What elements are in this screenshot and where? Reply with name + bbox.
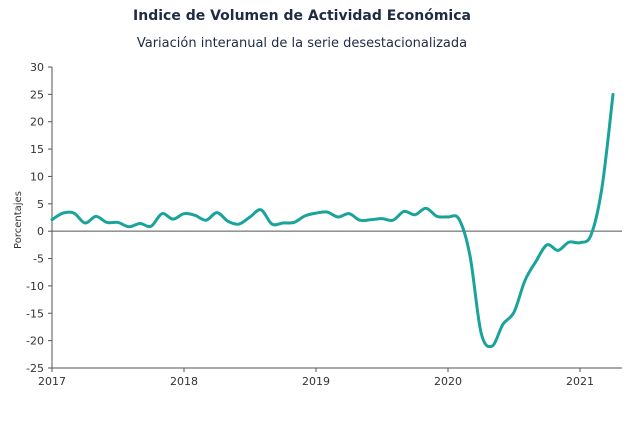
y-tick-label: 30: [30, 61, 44, 74]
data-point: [106, 221, 108, 223]
y-tick-labels: 30 25 20 15 10 5 0 -5 -10 -15 -20 -25: [26, 61, 52, 375]
data-point: [458, 218, 460, 220]
data-point: [337, 216, 339, 218]
data-point: [227, 220, 229, 222]
series-group: [50, 92, 615, 349]
data-point: [51, 218, 53, 220]
data-point: [62, 212, 64, 214]
y-tick-label: -10: [26, 280, 44, 293]
chart-subtitle: Variación interanual de la serie desesta…: [136, 36, 468, 51]
x-tick-label: 2019: [302, 375, 330, 388]
data-point: [568, 241, 570, 243]
data-point: [260, 209, 262, 211]
data-point: [381, 217, 383, 219]
y-tick-label: 15: [30, 143, 44, 156]
data-point: [557, 249, 559, 251]
data-point: [601, 186, 603, 188]
data-point: [370, 218, 372, 220]
data-point: [612, 93, 614, 95]
data-point: [282, 222, 284, 224]
data-point: [315, 212, 317, 214]
data-point: [469, 255, 471, 257]
data-point: [414, 214, 416, 216]
x-tick-label: 2020: [434, 375, 462, 388]
y-tick-label: 25: [30, 88, 44, 101]
y-tick-label: 10: [30, 170, 44, 183]
data-point: [480, 331, 482, 333]
data-point: [139, 222, 141, 224]
data-point: [238, 223, 240, 225]
y-tick-label: 0: [37, 225, 44, 238]
x-tick-labels: 2017 2018 2019 2020 2021: [38, 368, 594, 388]
data-point: [73, 212, 75, 214]
data-point: [579, 241, 581, 243]
data-point: [502, 323, 504, 325]
data-point: [403, 210, 405, 212]
x-tick-label: 2017: [38, 375, 66, 388]
data-point: [117, 221, 119, 223]
data-point: [150, 225, 152, 227]
data-point: [359, 219, 361, 221]
axes: [51, 67, 622, 369]
x-tick-label: 2021: [566, 375, 594, 388]
data-point: [205, 219, 207, 221]
chart-title: Indice de Volumen de Actividad Económica: [133, 8, 471, 24]
data-point: [425, 207, 427, 209]
data-point: [513, 311, 515, 313]
y-tick-label: -5: [33, 253, 44, 266]
data-point: [491, 345, 493, 347]
data-point: [172, 218, 174, 220]
data-point: [128, 226, 130, 228]
data-point: [304, 215, 306, 217]
data-point: [194, 214, 196, 216]
y-tick-label: -15: [26, 307, 44, 320]
data-point: [348, 212, 350, 214]
data-point: [590, 234, 592, 236]
data-point: [392, 219, 394, 221]
data-point: [447, 216, 449, 218]
series-line: [50, 92, 615, 349]
data-point: [84, 222, 86, 224]
x-tick-label: 2018: [170, 375, 198, 388]
data-point: [535, 260, 537, 262]
data-point: [95, 215, 97, 217]
data-point: [271, 223, 273, 225]
y-tick-label: 20: [30, 116, 44, 129]
data-point: [216, 211, 218, 213]
data-point: [326, 211, 328, 213]
data-point: [524, 279, 526, 281]
y-tick-label: 5: [37, 198, 44, 211]
data-point: [546, 244, 548, 246]
data-point: [436, 215, 438, 217]
y-tick-label: -25: [26, 362, 44, 375]
data-point: [293, 221, 295, 223]
y-axis-label: Porcentajes: [13, 191, 24, 249]
data-point: [249, 216, 251, 218]
data-point: [161, 212, 163, 214]
y-tick-label: -20: [26, 335, 44, 348]
data-point: [183, 212, 185, 214]
